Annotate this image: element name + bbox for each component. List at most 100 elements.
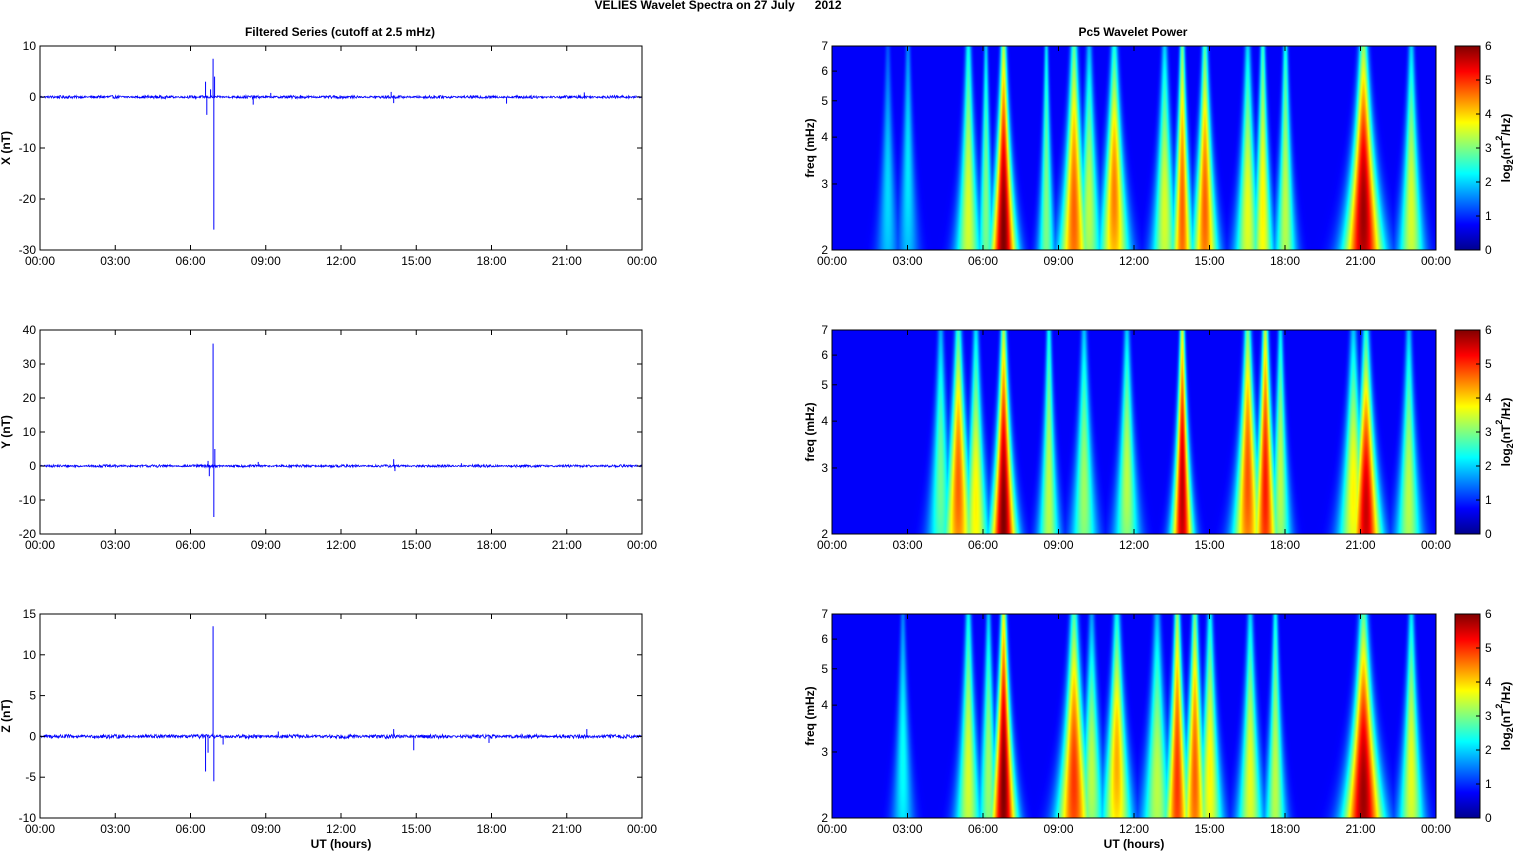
spectrum-panel-1-colorbar-tick-label: 2: [1485, 175, 1492, 189]
line-panel-3-plot-area: [40, 614, 642, 818]
spectrum-panel-2-colorbar-tick-label: 0: [1485, 527, 1492, 541]
line-panel-3-ylabel: Z (nT): [0, 699, 13, 732]
spectrum-panel-1-xtick-label: 15:00: [1194, 254, 1224, 268]
spectrum-panel-3-ytick-label: 6: [821, 632, 828, 646]
spectrum-panel-2: 7 6 5 4 3 2 freq (mHz) 00:00 03:00 06:00 09:00 12:0…: [803, 323, 1515, 552]
spectrum-panel-3-ylabel: freq (mHz): [803, 686, 817, 745]
spectrum-panel-3-ytick-label: 4: [821, 698, 828, 712]
right-column-title: Pc5 Wavelet Power: [1079, 25, 1188, 39]
spectrum-panel-1-ytick-label: 4: [821, 130, 828, 144]
spectrum-panel-2-ytick-label: 7: [821, 323, 828, 337]
spectrum-panel-1-xtick-label: 06:00: [968, 254, 998, 268]
spectrum-panel-2-colorbar: 6 5 4 3 2 1 0 log2(nT2/Hz): [1454, 323, 1515, 541]
panels: 100-10-20-30X (nT)00:00 03:00 06:00 09:00 12…: [0, 39, 1515, 851]
line-panel-1-plot-area: [40, 46, 642, 250]
spectrum-panel-1-colorbar-tick-label: 5: [1485, 73, 1492, 87]
spectrum-panel-3-xtick-label: 03:00: [892, 822, 922, 836]
line-panel-2-trace: [39, 463, 643, 469]
line-panel-2-ytick-label: 10: [23, 425, 37, 439]
spectrum-panel-1-xtick-label: 00:00: [817, 254, 847, 268]
line-panel-3-xtick-label: 00:00: [25, 822, 55, 836]
spectrum-panel-2-xtick-label: 12:00: [1119, 538, 1149, 552]
spectrum-panel-1-colorbar-gradient: [1454, 45, 1481, 251]
line-panel-3-ytick-label: 0: [29, 729, 36, 743]
line-panel-1-xtick-label: 15:00: [401, 254, 431, 268]
left-column-title: Filtered Series (cutoff at 2.5 mHz): [245, 25, 435, 39]
spectrum-panel-3-colorbar-tick-label: 3: [1485, 709, 1492, 723]
line-panel-1-xtick-label: 12:00: [326, 254, 356, 268]
line-panel-1-ytick-label: 10: [23, 39, 37, 53]
line-panel-1-xtick-label: 03:00: [100, 254, 130, 268]
line-panel-3-ytick-label: -10: [19, 811, 37, 825]
line-panel-1-xtick-label: 00:00: [25, 254, 55, 268]
line-panel-3-ytick-label: 10: [23, 648, 37, 662]
line-panel-3-xtick-label: 03:00: [100, 822, 130, 836]
line-panel-1-trace: [39, 94, 643, 101]
line-panel-2-xtick-label: 15:00: [401, 538, 431, 552]
spectrum-panel-3-colorbar-tick-label: 1: [1485, 777, 1492, 791]
line-panel-3-xtick-label: 06:00: [175, 822, 205, 836]
spectrum-panel-3-colorbar-tick-label: 6: [1485, 607, 1492, 621]
spectrum-panel-1-xtick-label: 12:00: [1119, 254, 1149, 268]
spectrum-panel-2-colorbar-tick-label: 6: [1485, 323, 1492, 337]
line-panel-3-xtick-label: 00:00: [627, 822, 657, 836]
line-panel-1-ytick-label: -20: [19, 192, 37, 206]
spectrum-panel-3-colorbar-label: log2(nT2/Hz): [1494, 682, 1515, 751]
spectrum-panel-3-xtick-label: 00:00: [1421, 822, 1451, 836]
spectrum-panel-1-xtick-label: 21:00: [1345, 254, 1375, 268]
spectrum-panel-3-colorbar-tick-label: 2: [1485, 743, 1492, 757]
spectrum-panel-2-ylabel: freq (mHz): [803, 402, 817, 461]
spectrum-panel-3-colorbar-gradient: [1454, 613, 1481, 819]
spectrum-panel-3-xtick-label: 12:00: [1119, 822, 1149, 836]
spectrum-panel-1-colorbar-tick-label: 6: [1485, 39, 1492, 53]
line-panel-2-ytick-label: 0: [29, 459, 36, 473]
spectrum-panel-1-ytick-label: 2: [821, 243, 828, 257]
line-panel-2-ytick-label: 30: [23, 357, 37, 371]
spectrum-panel-1-colorbar-tick-label: 3: [1485, 141, 1492, 155]
figure-suptitle: VELIES Wavelet Spectra on 27 July 2012: [595, 0, 842, 12]
spectrum-panel-1: 7 6 5 4 3 2 freq (mHz) 00:00 03:00 06:00 09:00 12:0…: [803, 39, 1515, 268]
line-panel-3-xtick-label: 21:00: [552, 822, 582, 836]
spectrum-panel-2-ytick-label: 4: [821, 414, 828, 428]
line-panel-1-ytick-label: -30: [19, 243, 37, 257]
spectrum-panel-3-colorbar: 6 5 4 3 2 1 0 log2(nT2/Hz): [1454, 607, 1515, 825]
spectrum-panel-2-colorbar-tick-label: 4: [1485, 391, 1492, 405]
spectrum-panel-2-colorbar-label: log2(nT2/Hz): [1494, 398, 1515, 467]
spectrum-panel-1-ytick-label: 6: [821, 64, 828, 78]
spectrum-panel-2-ytick-label: 2: [821, 527, 828, 541]
line-panel-1: 10 0 -10 -20 -30 X (nT) 00:00 03:00 06:00 09:00 12…: [0, 39, 657, 268]
line-panel-1-xtick-label: 09:00: [251, 254, 281, 268]
line-panel-3-xtick-label: 18:00: [476, 822, 506, 836]
spectrum-panel-2-xtick-label: 00:00: [817, 538, 847, 552]
spectrum-panel-1-xtick-label: 03:00: [892, 254, 922, 268]
spectrum-panel-1-xtick-label: 18:00: [1270, 254, 1300, 268]
line-panel-2-ylabel: Y (nT): [0, 415, 13, 449]
line-panel-2-xtick-label: 00:00: [25, 538, 55, 552]
line-panel-1-ylabel: X (nT): [0, 131, 13, 165]
spectrum-panel-1-xtick-label: 00:00: [1421, 254, 1451, 268]
spectrum-panel-2-xtick-label: 18:00: [1270, 538, 1300, 552]
spectrum-panel-2-colorbar-tick-label: 1: [1485, 493, 1492, 507]
line-panel-3-ytick-label: 5: [29, 689, 36, 703]
line-panel-2-xtick-label: 12:00: [326, 538, 356, 552]
line-panel-1-xtick-label: 18:00: [476, 254, 506, 268]
spectrum-panel-3-colorbar-tick-label: 4: [1485, 675, 1492, 689]
spectrum-panel-2-colorbar-gradient: [1454, 329, 1481, 535]
spectrum-panel-1-heatmap: [832, 46, 1436, 250]
spectrum-panel-1-xtick-label: 09:00: [1043, 254, 1073, 268]
line-panel-2-plot-area: [40, 330, 642, 534]
line-panel-2: 40 30 20 10 0 -10 -20 Y (nT) 00:00 03:00 06:00 09:0…: [0, 323, 657, 552]
spectrum-panel-2-ytick-label: 5: [821, 378, 828, 392]
spectrum-panel-3-ytick-label: 5: [821, 662, 828, 676]
spectrum-panel-3-ytick-label: 7: [821, 607, 828, 621]
line-panel-3-ytick-label: 15: [23, 607, 37, 621]
line-panel-3-xtick-label: 15:00: [401, 822, 431, 836]
spectrum-panel-3: 7 6 5 4 3 2 freq (mHz) 00:00 03:00 06:00 09:00 12:0…: [803, 607, 1515, 851]
line-panel-2-ytick-label: -10: [19, 493, 37, 507]
spectrum-panel-3-xtick-label: 09:00: [1043, 822, 1073, 836]
spectrum-panel-2-xtick-label: 09:00: [1043, 538, 1073, 552]
line-panel-3-trace: [40, 733, 643, 740]
spectrum-panel-2-xtick-label: 21:00: [1345, 538, 1375, 552]
spectrum-panel-1-colorbar-label: log2(nT2/Hz): [1494, 114, 1515, 183]
